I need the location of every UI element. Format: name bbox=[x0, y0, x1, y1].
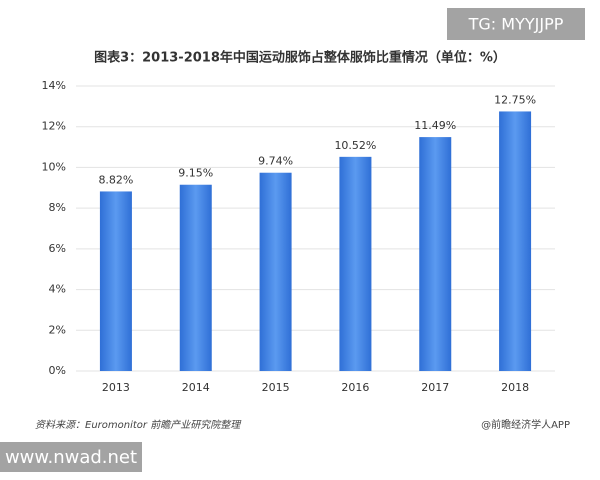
bar bbox=[419, 137, 452, 371]
x-tick-label: 2018 bbox=[501, 381, 529, 394]
credit: @前瞻经济学人APP bbox=[481, 418, 570, 431]
x-tick-label: 2016 bbox=[341, 381, 369, 394]
y-tick-label: 4% bbox=[49, 283, 66, 296]
bar bbox=[339, 156, 372, 371]
y-tick-label: 12% bbox=[42, 120, 66, 133]
value-label: 11.49% bbox=[414, 119, 456, 132]
x-tick-label: 2013 bbox=[102, 381, 130, 394]
y-tick-label: 14% bbox=[42, 79, 66, 92]
x-tick-label: 2017 bbox=[421, 381, 449, 394]
bar bbox=[179, 184, 212, 371]
value-label: 8.82% bbox=[98, 173, 133, 186]
y-tick-label: 2% bbox=[49, 323, 66, 336]
source-note: 资料来源：Euromonitor 前瞻产业研究院整理 bbox=[35, 419, 242, 431]
bar bbox=[99, 191, 132, 371]
watermark-box bbox=[0, 442, 142, 472]
value-label: 10.52% bbox=[334, 139, 376, 152]
x-tick-label: 2015 bbox=[262, 381, 290, 394]
y-tick-label: 0% bbox=[49, 364, 66, 377]
watermark: www.nwad.net bbox=[5, 447, 137, 468]
value-label: 9.74% bbox=[258, 155, 293, 168]
value-label: 9.15% bbox=[178, 167, 213, 180]
chart-title: 图表3：2013-2018年中国运动服饰占整体服饰比重情况（单位：%） bbox=[94, 50, 506, 66]
bar bbox=[499, 111, 532, 372]
y-tick-label: 6% bbox=[49, 242, 66, 255]
x-tick-label: 2014 bbox=[182, 381, 210, 394]
bar bbox=[259, 172, 292, 371]
value-label: 12.75% bbox=[494, 93, 536, 106]
watermark-box bbox=[447, 8, 585, 40]
y-tick-label: 8% bbox=[49, 201, 66, 214]
watermark: TG: MYYJJPP bbox=[468, 15, 564, 34]
y-tick-label: 10% bbox=[42, 160, 66, 173]
